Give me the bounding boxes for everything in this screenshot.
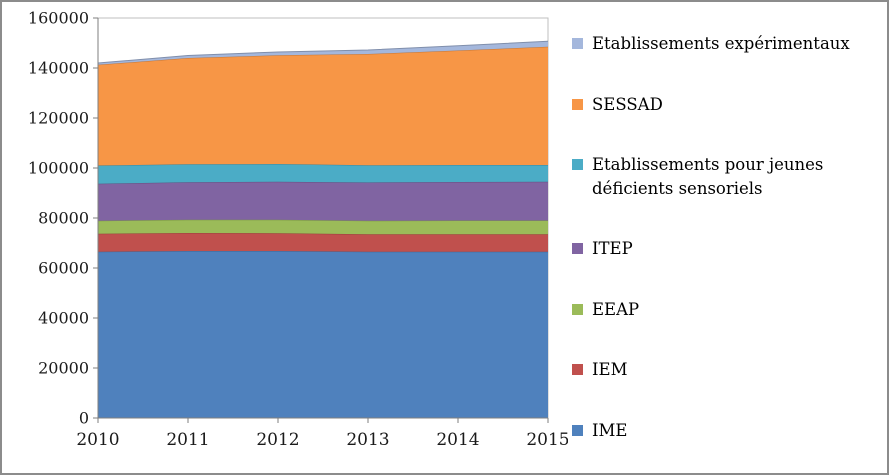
x-tick-label: 2010 [76, 430, 119, 450]
area-series-7-edge [97, 40, 549, 64]
plot-region: 0 20000 40000 60000 80000 100000 120000 140000 1… [2, 2, 568, 473]
legend-label: IEM [592, 360, 628, 380]
x-tick-label: 2015 [526, 430, 568, 450]
legend-item: EEAP [572, 298, 877, 322]
legend-item: Etablissements expérimentaux [572, 32, 877, 56]
x-tick-label: 2011 [166, 430, 209, 450]
y-tick-label: 60000 [38, 259, 89, 278]
legend-swatch [572, 303, 583, 315]
legend-item: IEM [572, 358, 877, 382]
legend-item: IME [572, 419, 877, 443]
legend-item: ITEP [572, 237, 877, 261]
area-series-4 [98, 181, 548, 221]
y-tick-label: 160000 [28, 9, 89, 28]
legend-swatch [572, 98, 583, 110]
y-tick-label: 0 [79, 409, 89, 428]
x-tick-label: 2013 [346, 430, 389, 450]
legend-item: SESSAD [572, 93, 877, 117]
y-tick-label: 20000 [38, 359, 89, 378]
legend-swatch [572, 424, 583, 436]
x-tick-label: 2012 [256, 430, 299, 450]
legend-swatch [572, 364, 583, 376]
legend-label: Etablissements expérimentaux [592, 34, 850, 54]
y-tick-label: 140000 [28, 59, 89, 78]
legend-label: IME [592, 420, 628, 440]
legend-swatch [572, 159, 583, 171]
x-tick-label: 2014 [436, 430, 479, 450]
area-series-6 [98, 46, 548, 166]
y-tick-label: 120000 [28, 109, 89, 128]
y-tick-label: 80000 [38, 209, 89, 228]
legend-label: Etablissements pour jeunes déficients se… [592, 155, 824, 199]
area-series-5 [98, 164, 548, 184]
legend-label: SESSAD [592, 94, 663, 114]
area-series-1 [98, 251, 548, 418]
stacked-area-chart: 0 20000 40000 60000 80000 100000 120000 140000 1… [28, 9, 568, 451]
legend-swatch [572, 38, 583, 50]
legend-label: EEAP [592, 299, 640, 319]
legend-swatch [572, 243, 583, 255]
legend-item: Etablissements pour jeunes déficients se… [572, 153, 877, 201]
legend-label: ITEP [592, 239, 633, 259]
y-tick-label: 100000 [28, 159, 89, 178]
area-series-3 [98, 219, 548, 235]
legend: Etablissements expérimentaux SESSAD Etabli… [568, 2, 887, 473]
area-series-2 [98, 233, 548, 252]
y-tick-label: 40000 [38, 309, 89, 328]
